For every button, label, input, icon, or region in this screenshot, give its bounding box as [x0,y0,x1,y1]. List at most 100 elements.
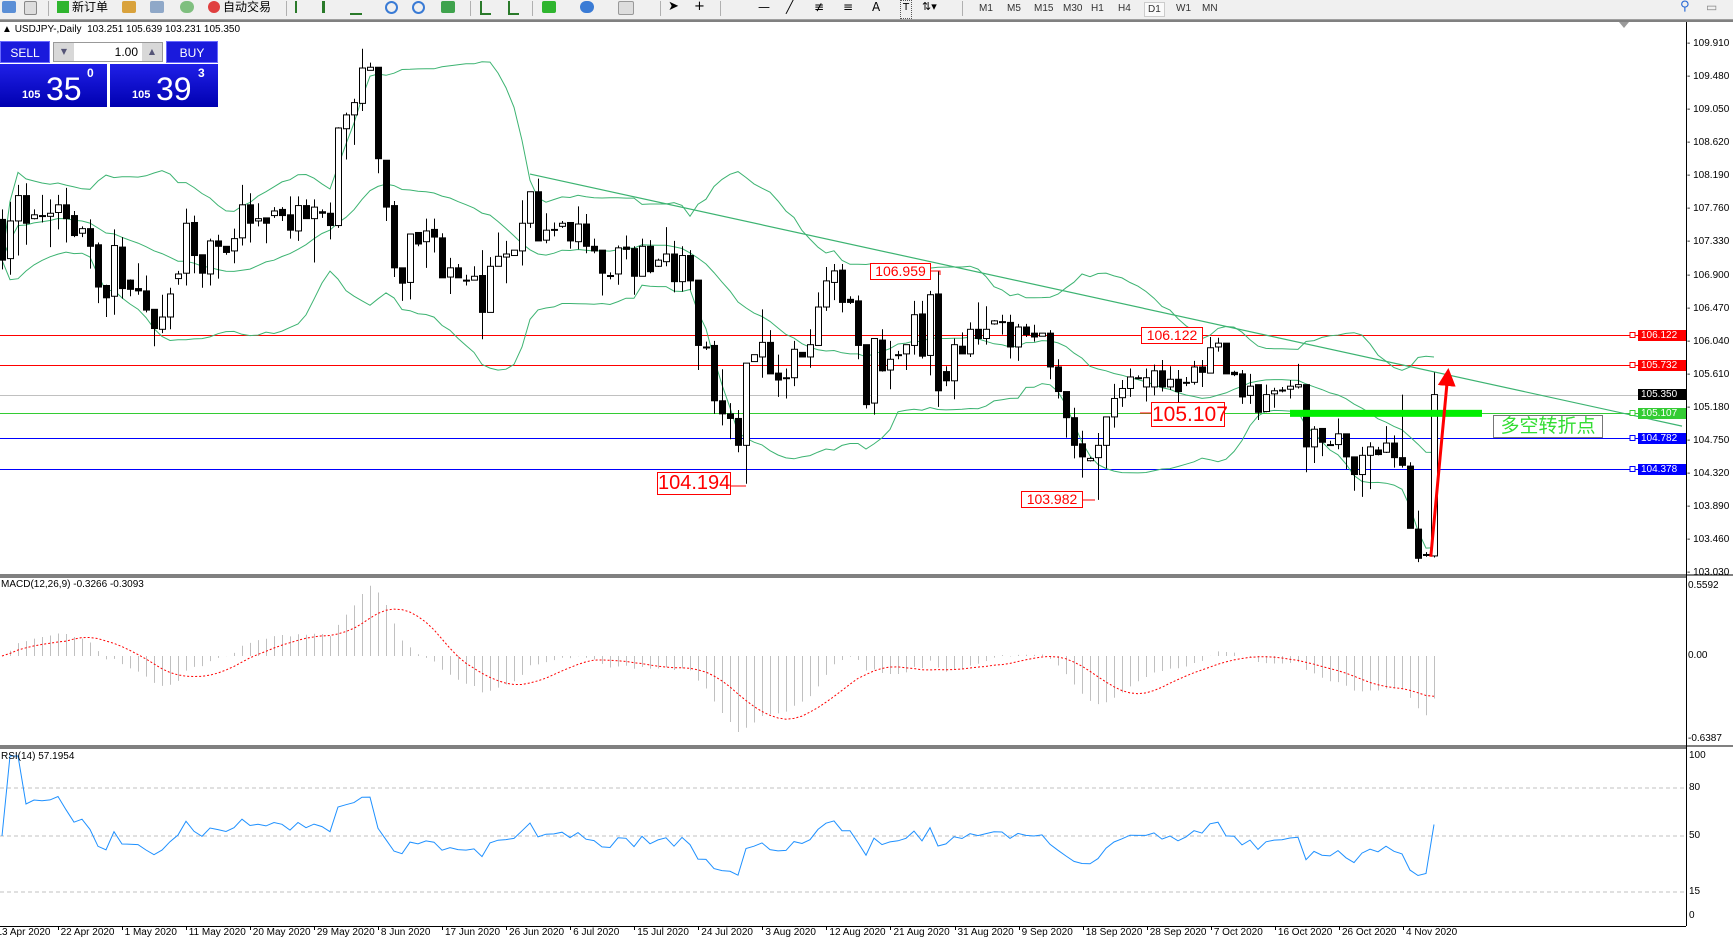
timeframe-h1[interactable]: H1 [1091,3,1104,14]
candle-body [1247,385,1254,396]
volume-increase-icon[interactable]: ▲ [142,43,162,61]
candlestick-chart-icon[interactable] [322,1,333,13]
candle-body [399,267,406,284]
metaeditor-icon[interactable] [122,1,136,13]
navigator-icon[interactable] [150,1,164,13]
candle-body [1311,428,1318,448]
candle [383,159,390,221]
candle [847,296,854,304]
timeframe-w1[interactable]: W1 [1176,3,1191,14]
pivot-price-label[interactable]: 105.107 [1151,402,1228,427]
candle-body [943,371,950,382]
text-label-icon[interactable]: ≡ [843,0,854,14]
date-axis-tick [954,926,956,930]
candle [575,206,582,250]
trendline-icon[interactable]: ╱ [786,0,794,14]
volume-decrease-icon[interactable]: ▼ [54,43,74,61]
pivot-text-label[interactable]: 多空转折点 [1493,415,1603,438]
timeframe-m5[interactable]: M5 [1007,3,1021,14]
resistance-price-label[interactable]: 106.122 [1141,327,1203,344]
tile-windows-icon[interactable] [441,1,455,13]
candle [527,191,534,228]
auto-trading-button[interactable]: 自动交易 [208,0,271,17]
zoom-page-icon[interactable] [24,1,37,15]
timeframe-d1[interactable]: D1 [1144,2,1165,17]
timeframe-mn[interactable]: MN [1202,3,1218,14]
signal-icon[interactable] [180,1,194,13]
volume-input[interactable]: 1.00 [114,45,138,59]
date-axis-label: 7 Oct 2020 [1213,927,1263,938]
candle-body [1279,389,1286,392]
candle-body [575,223,582,243]
date-axis-label: 29 May 2020 [316,927,375,938]
periods-clock-icon[interactable] [580,1,594,13]
chart-shift-icon[interactable] [508,1,519,15]
candle [727,403,734,440]
templates-icon[interactable] [618,1,634,15]
candle-body [191,221,198,257]
candle-body [1375,449,1382,456]
candle [191,215,198,274]
date-axis-label: 6 Jul 2020 [573,927,620,938]
candle [375,66,382,174]
low-price-label-sep[interactable]: 103.982 [1021,491,1083,508]
collapse-triangle-icon[interactable]: ▲ [2,24,12,35]
candle [295,196,302,241]
candle [87,219,94,269]
candle-body [1199,366,1206,373]
autoscroll-icon[interactable] [480,1,491,15]
buy-price-pip: 3 [198,66,205,80]
candle [1423,552,1430,557]
date-axis-label: 12 Aug 2020 [829,927,886,938]
candle [1303,384,1310,473]
candle-body [295,205,302,232]
window-icon[interactable] [2,1,16,13]
new-order-button[interactable]: 新订单 [57,0,108,17]
timeframe-m15[interactable]: M15 [1034,3,1054,14]
date-axis-tick [313,926,315,930]
text-icon[interactable]: A [872,0,881,14]
chat-icon[interactable]: ▭ [1706,0,1718,14]
chart-shift-marker[interactable] [1619,22,1629,28]
candle [1095,433,1102,500]
buy-price-box[interactable]: 105 39 3 [110,64,218,107]
volume-stepper[interactable]: ▼ 1.00 ▲ [53,42,163,62]
candle-body [815,306,822,346]
arrows-icon[interactable]: ⇅▾ [922,0,937,13]
sell-button[interactable]: SELL [0,41,50,63]
candle [783,368,790,399]
low-price-label-jul[interactable]: 104.194 [657,472,731,495]
line-chart-icon[interactable] [350,1,362,15]
cursor-icon[interactable]: ➤ [668,0,679,14]
indicators-icon[interactable] [542,1,556,13]
candle [1295,363,1302,389]
candle-body [1255,384,1262,413]
fibonacci-icon[interactable]: ≢ [814,0,825,14]
timeframe-h4[interactable]: H4 [1118,3,1131,14]
price-axis-label: - 109.480 [1687,71,1730,83]
text-box-icon[interactable]: T [900,0,912,19]
candle [671,240,678,293]
candle-body [1399,457,1406,466]
date-axis-tick [762,926,764,930]
candle [1071,407,1078,459]
bar-chart-icon[interactable] [295,1,305,13]
horizontal-line-icon[interactable]: — [758,0,770,14]
zoom-out-icon[interactable] [412,1,425,14]
candle [175,270,182,285]
candle [343,112,350,160]
date-axis-tick [1082,926,1084,930]
candle-body [543,229,550,241]
sell-price-box[interactable]: 105 35 0 [0,64,107,107]
candle [791,340,798,387]
timeframe-m1[interactable]: M1 [979,3,993,14]
candle [735,409,742,453]
search-icon[interactable]: ⚲ [1680,0,1690,14]
buy-button[interactable]: BUY [166,41,218,63]
zoom-in-icon[interactable] [385,1,398,14]
candle [743,362,750,484]
crosshair-icon[interactable]: + [694,0,705,14]
timeframe-m30[interactable]: M30 [1063,3,1083,14]
high-price-label[interactable]: 106.959 [870,263,931,280]
